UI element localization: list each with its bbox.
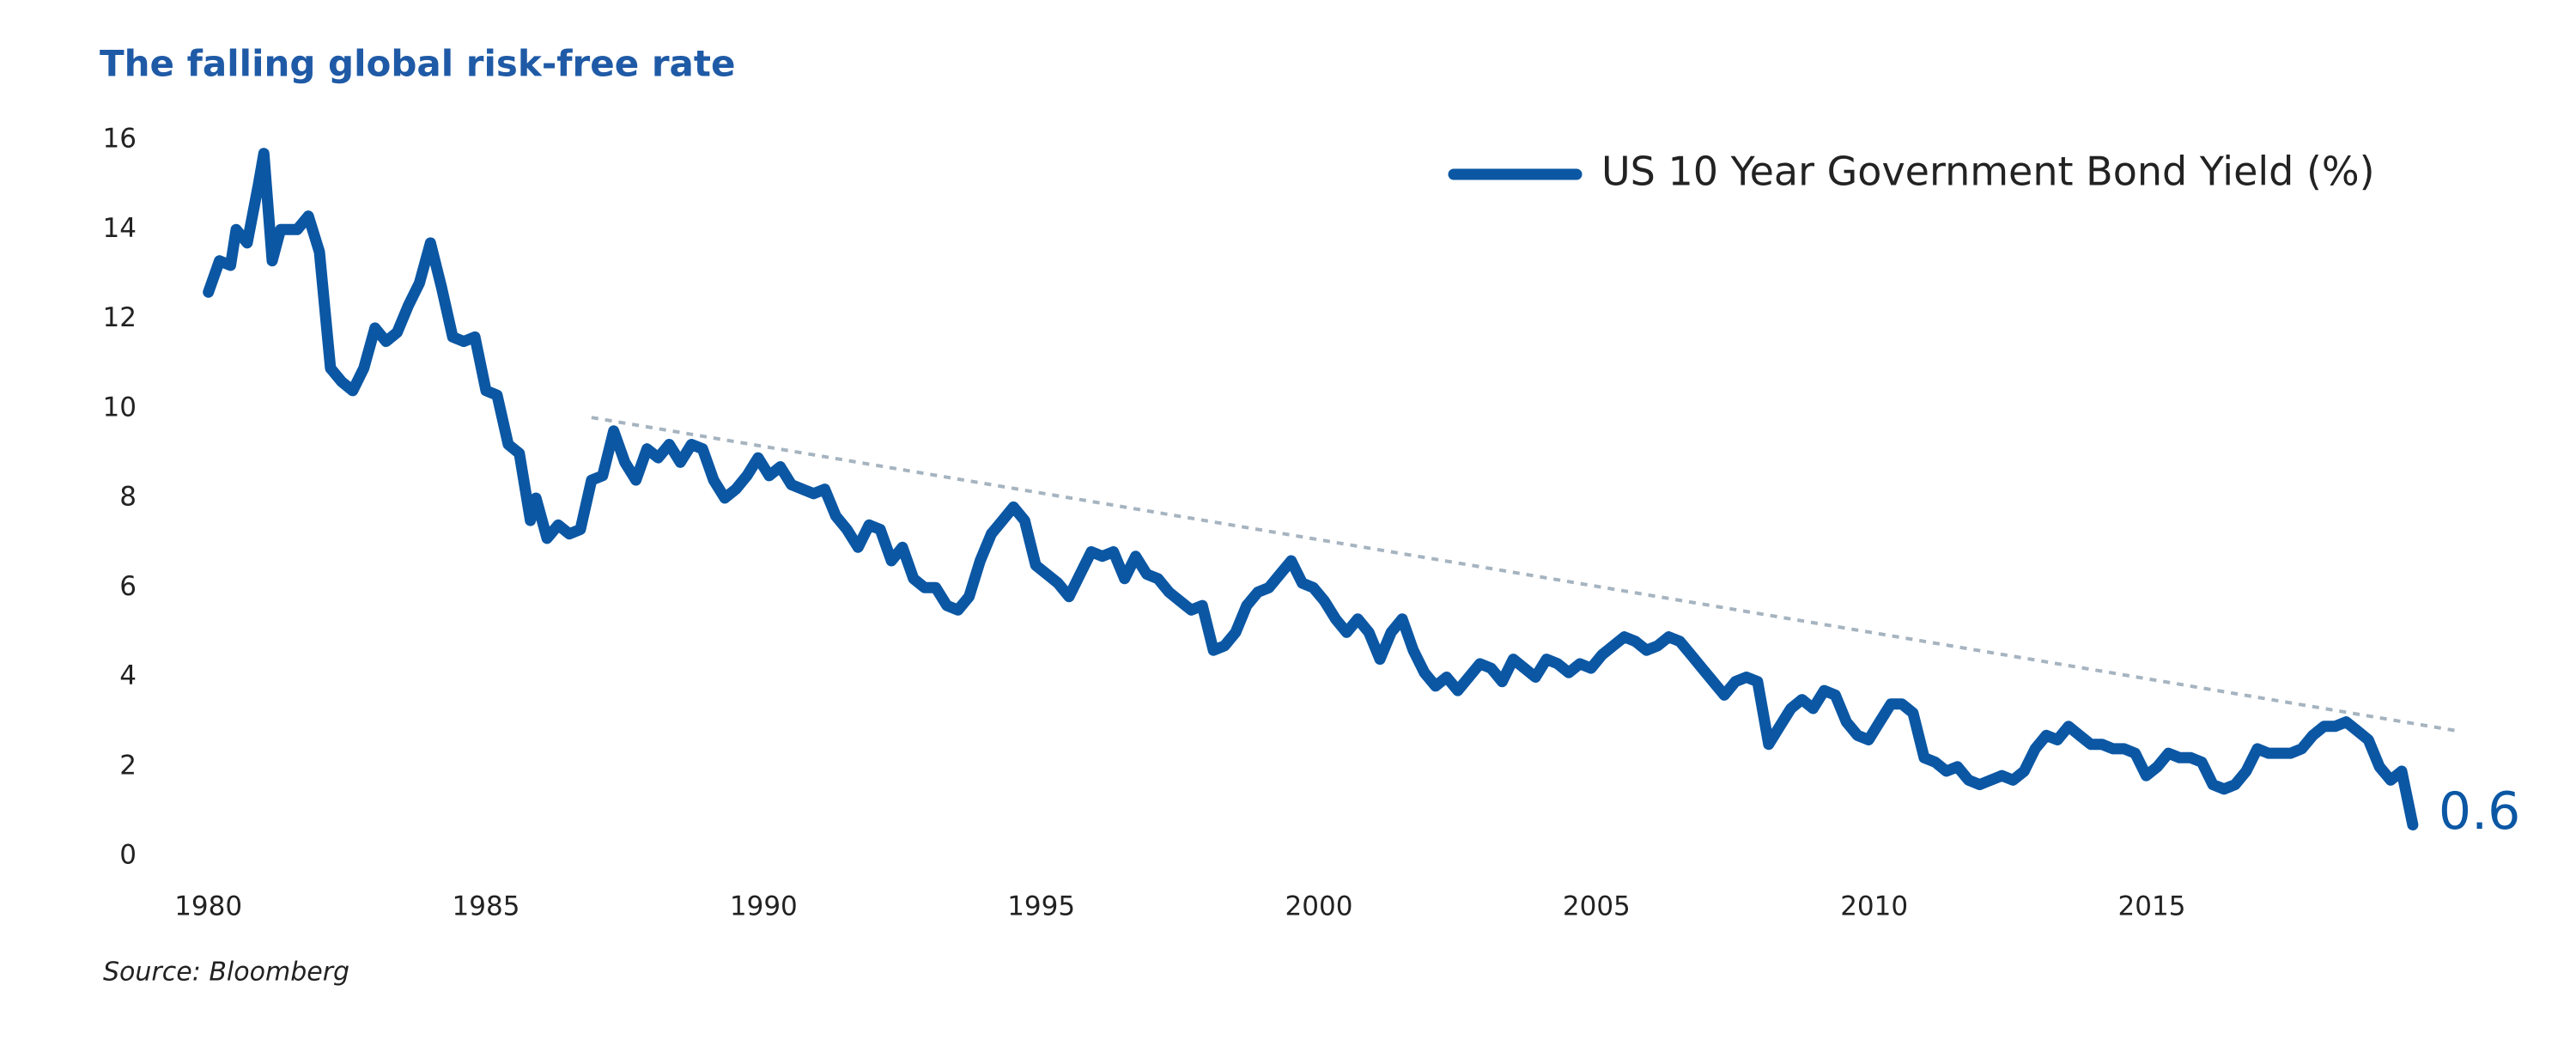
trend-line [591, 416, 2458, 733]
y-tick-label: 2 [119, 750, 137, 781]
y-tick-label: 14 [103, 213, 137, 244]
legend-label: US 10 Year Government Bond Yield (%) [1601, 149, 2375, 195]
y-tick-label: 0 [119, 840, 137, 871]
y-tick-label: 10 [103, 392, 137, 423]
x-tick-label: 1995 [1007, 891, 1075, 922]
chart-title: The falling global risk-free rate [100, 43, 735, 85]
x-tick-label: 1985 [453, 891, 520, 922]
x-tick-label: 2010 [1840, 891, 1908, 922]
x-tick-label: 2000 [1285, 891, 1353, 922]
x-tick-label: 2005 [1563, 891, 1631, 922]
y-tick-label: 16 [103, 124, 137, 155]
y-tick-label: 4 [119, 660, 137, 691]
x-tick-label: 1980 [174, 891, 242, 922]
data-line [203, 148, 2419, 830]
source-note: Source: Bloomberg [103, 958, 349, 988]
end-annotation: 0.6 [2439, 781, 2520, 842]
x-tick-label: 2015 [2118, 891, 2186, 922]
y-tick-label: 12 [103, 302, 137, 333]
x-tick-label: 1990 [730, 891, 798, 922]
y-tick-label: 8 [119, 482, 137, 513]
y-tick-label: 6 [119, 571, 137, 602]
